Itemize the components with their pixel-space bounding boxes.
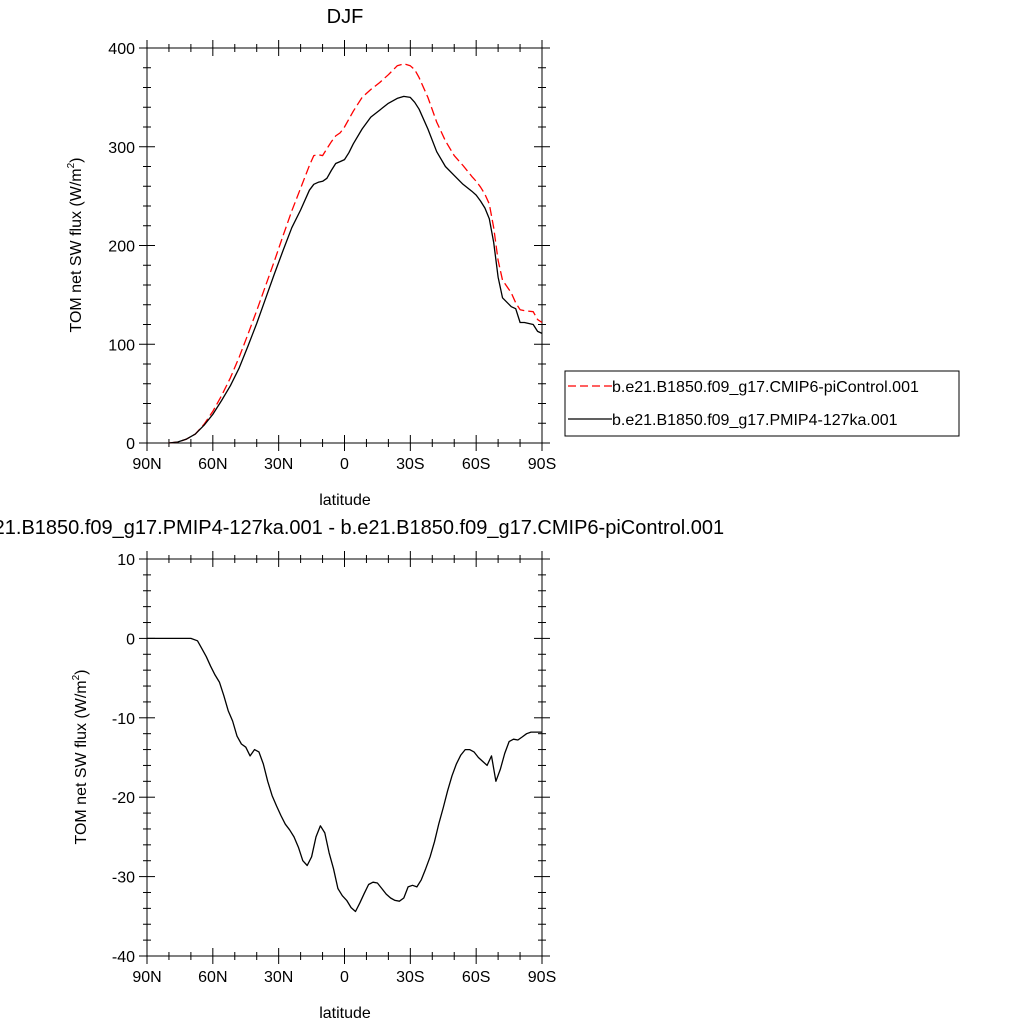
bottom-y-tick-labels: 10 0 -10 -20 -30 -40 — [112, 552, 135, 966]
top-plot-frame — [146, 47, 543, 444]
y-tick-label: 400 — [108, 41, 135, 58]
x-tick-label: 0 — [340, 456, 349, 473]
bottom-title: b.e21.B1850.f09_g17.PMIP4-127ka.001 - b.… — [0, 517, 724, 539]
top-y-tick-labels: 0 100 200 300 400 — [108, 41, 135, 453]
bottom-x-tick-labels: 90N 60N 30N 0 30S 60S 90S — [132, 969, 556, 986]
bottom-panel: b.e21.B1850.f09_g17.PMIP4-127ka.001 - b.… — [0, 517, 724, 1022]
x-tick-label: 90N — [132, 456, 161, 473]
series-line-1 — [168, 95, 543, 444]
legend-box — [564, 370, 960, 437]
y-tick-label: 10 — [117, 552, 135, 569]
top-axis-ticks — [139, 40, 550, 451]
x-tick-label: 0 — [340, 969, 349, 986]
x-tick-label: 90N — [132, 969, 161, 986]
y-tick-label: -30 — [112, 870, 135, 887]
x-tick-label: 60S — [462, 969, 490, 986]
x-tick-label: 30S — [396, 456, 424, 473]
legend-label-picontrol: b.e21.B1850.f09_g17.CMIP6-piControl.001 — [612, 379, 919, 396]
x-tick-label: 90S — [528, 969, 556, 986]
y-tick-label: -10 — [112, 711, 135, 728]
y-tick-label: -20 — [112, 790, 135, 807]
y-tick-label: 100 — [108, 337, 135, 354]
top-ylabel: TOM net SW flux (W/m2) — [66, 157, 85, 332]
bottom-ylabel: TOM net SW flux (W/m2) — [71, 669, 90, 844]
legend-label-pmip4: b.e21.B1850.f09_g17.PMIP4-127ka.001 — [612, 412, 898, 429]
y-tick-label: 0 — [126, 631, 135, 648]
y-tick-label: -40 — [112, 949, 135, 966]
y-tick-label: 300 — [108, 140, 135, 157]
x-tick-label: 30S — [396, 969, 424, 986]
legend: b.e21.B1850.f09_g17.CMIP6-piControl.001 … — [564, 370, 960, 437]
series-line-0 — [147, 637, 542, 913]
top-xlabel: latitude — [319, 492, 371, 509]
top-panel: DJF 90N 60N 30N 0 30S 60S 90S 0 100 200 300 400 la… — [66, 6, 556, 509]
x-tick-label: 60N — [198, 969, 227, 986]
y-tick-label: 200 — [108, 239, 135, 256]
x-tick-label: 60S — [462, 456, 490, 473]
bottom-xlabel: latitude — [319, 1005, 371, 1022]
top-series-group — [168, 63, 543, 444]
bottom-series-group — [147, 637, 542, 913]
x-tick-label: 30N — [264, 456, 293, 473]
top-title: DJF — [327, 6, 364, 28]
bottom-axis-ticks — [139, 551, 550, 964]
x-tick-label: 60N — [198, 456, 227, 473]
x-tick-label: 90S — [528, 456, 556, 473]
top-x-tick-labels: 90N 60N 30N 0 30S 60S 90S — [132, 456, 556, 473]
bottom-plot-frame — [146, 558, 543, 957]
y-tick-label: 0 — [126, 436, 135, 453]
x-tick-label: 30N — [264, 969, 293, 986]
series-line-0 — [168, 63, 543, 444]
